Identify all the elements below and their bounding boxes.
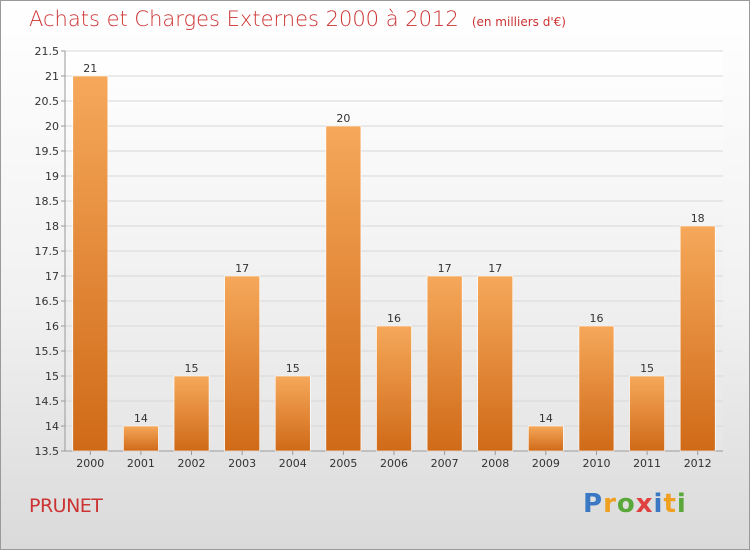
bar bbox=[72, 75, 109, 452]
bar bbox=[224, 275, 260, 452]
bar-value-label: 17 bbox=[235, 262, 249, 275]
y-tick-label: 13.5 bbox=[35, 445, 60, 458]
y-tick-label: 18 bbox=[45, 220, 59, 233]
y-tick-label: 18.5 bbox=[35, 195, 60, 208]
bar bbox=[426, 275, 463, 452]
commune-name: PRUNET bbox=[29, 495, 103, 517]
y-tick-label: 21 bbox=[45, 70, 59, 83]
chart-title-row: Achats et Charges Externes 2000 à 2012 (… bbox=[29, 7, 566, 31]
y-tick-label: 15 bbox=[45, 370, 59, 383]
y-tick-label: 20 bbox=[45, 120, 59, 133]
y-tick-label: 17 bbox=[45, 270, 59, 283]
logo-letter: P bbox=[583, 489, 604, 519]
x-tick-label: 2000 bbox=[76, 457, 104, 470]
y-tick-label: 19.5 bbox=[35, 145, 60, 158]
y-tick-label: 19 bbox=[45, 170, 59, 183]
bar-value-label: 14 bbox=[134, 412, 148, 425]
bar bbox=[274, 375, 311, 452]
proxiti-logo: Proxiti bbox=[583, 489, 687, 519]
bar-value-label: 15 bbox=[286, 362, 300, 375]
x-tick-label: 2010 bbox=[582, 457, 610, 470]
bar-value-label: 16 bbox=[387, 312, 401, 325]
chart-subtitle: (en milliers d'€) bbox=[471, 15, 566, 29]
x-tick-label: 2002 bbox=[178, 457, 206, 470]
bar-value-label: 18 bbox=[691, 212, 705, 225]
x-tick-label: 2012 bbox=[684, 457, 712, 470]
y-tick-label: 15.5 bbox=[35, 345, 60, 358]
y-tick-label: 14 bbox=[45, 420, 59, 433]
x-tick-label: 2005 bbox=[329, 457, 357, 470]
bar bbox=[679, 225, 716, 452]
bar bbox=[528, 425, 564, 452]
bar bbox=[376, 325, 412, 452]
logo-letter: r bbox=[603, 489, 617, 519]
x-tick-label: 2004 bbox=[279, 457, 307, 470]
y-tick-label: 17.5 bbox=[35, 245, 60, 258]
y-tick-label: 20.5 bbox=[35, 95, 60, 108]
bar bbox=[123, 425, 159, 452]
bar-value-label: 14 bbox=[539, 412, 553, 425]
bar bbox=[629, 375, 665, 452]
bar-value-label: 20 bbox=[336, 112, 350, 125]
y-tick-label: 16.5 bbox=[35, 295, 60, 308]
logo-letter: x bbox=[635, 489, 654, 519]
bar bbox=[578, 325, 615, 452]
x-tick-label: 2007 bbox=[431, 457, 459, 470]
bar-value-label: 15 bbox=[640, 362, 654, 375]
y-tick-label: 16 bbox=[45, 320, 59, 333]
x-tick-label: 2001 bbox=[127, 457, 155, 470]
bar-value-label: 17 bbox=[438, 262, 452, 275]
logo-letter: i bbox=[653, 489, 664, 519]
x-tick-label: 2008 bbox=[481, 457, 509, 470]
x-tick-label: 2011 bbox=[633, 457, 661, 470]
bar bbox=[477, 275, 514, 452]
x-tick-label: 2006 bbox=[380, 457, 408, 470]
x-tick-label: 2009 bbox=[532, 457, 560, 470]
bar bbox=[325, 125, 362, 452]
y-tick-label: 14.5 bbox=[35, 395, 60, 408]
bar-value-label: 17 bbox=[488, 262, 502, 275]
logo-letter: i bbox=[676, 489, 687, 519]
logo-letter: t bbox=[663, 489, 677, 519]
bar-value-label: 15 bbox=[185, 362, 199, 375]
x-tick-label: 2003 bbox=[228, 457, 256, 470]
bar bbox=[173, 375, 210, 452]
y-tick-label: 21.5 bbox=[35, 45, 60, 58]
chart-title: Achats et Charges Externes 2000 à 2012 bbox=[29, 7, 459, 31]
bar-value-label: 21 bbox=[83, 62, 97, 75]
bar-value-label: 16 bbox=[589, 312, 603, 325]
logo-letter: o bbox=[616, 489, 636, 519]
